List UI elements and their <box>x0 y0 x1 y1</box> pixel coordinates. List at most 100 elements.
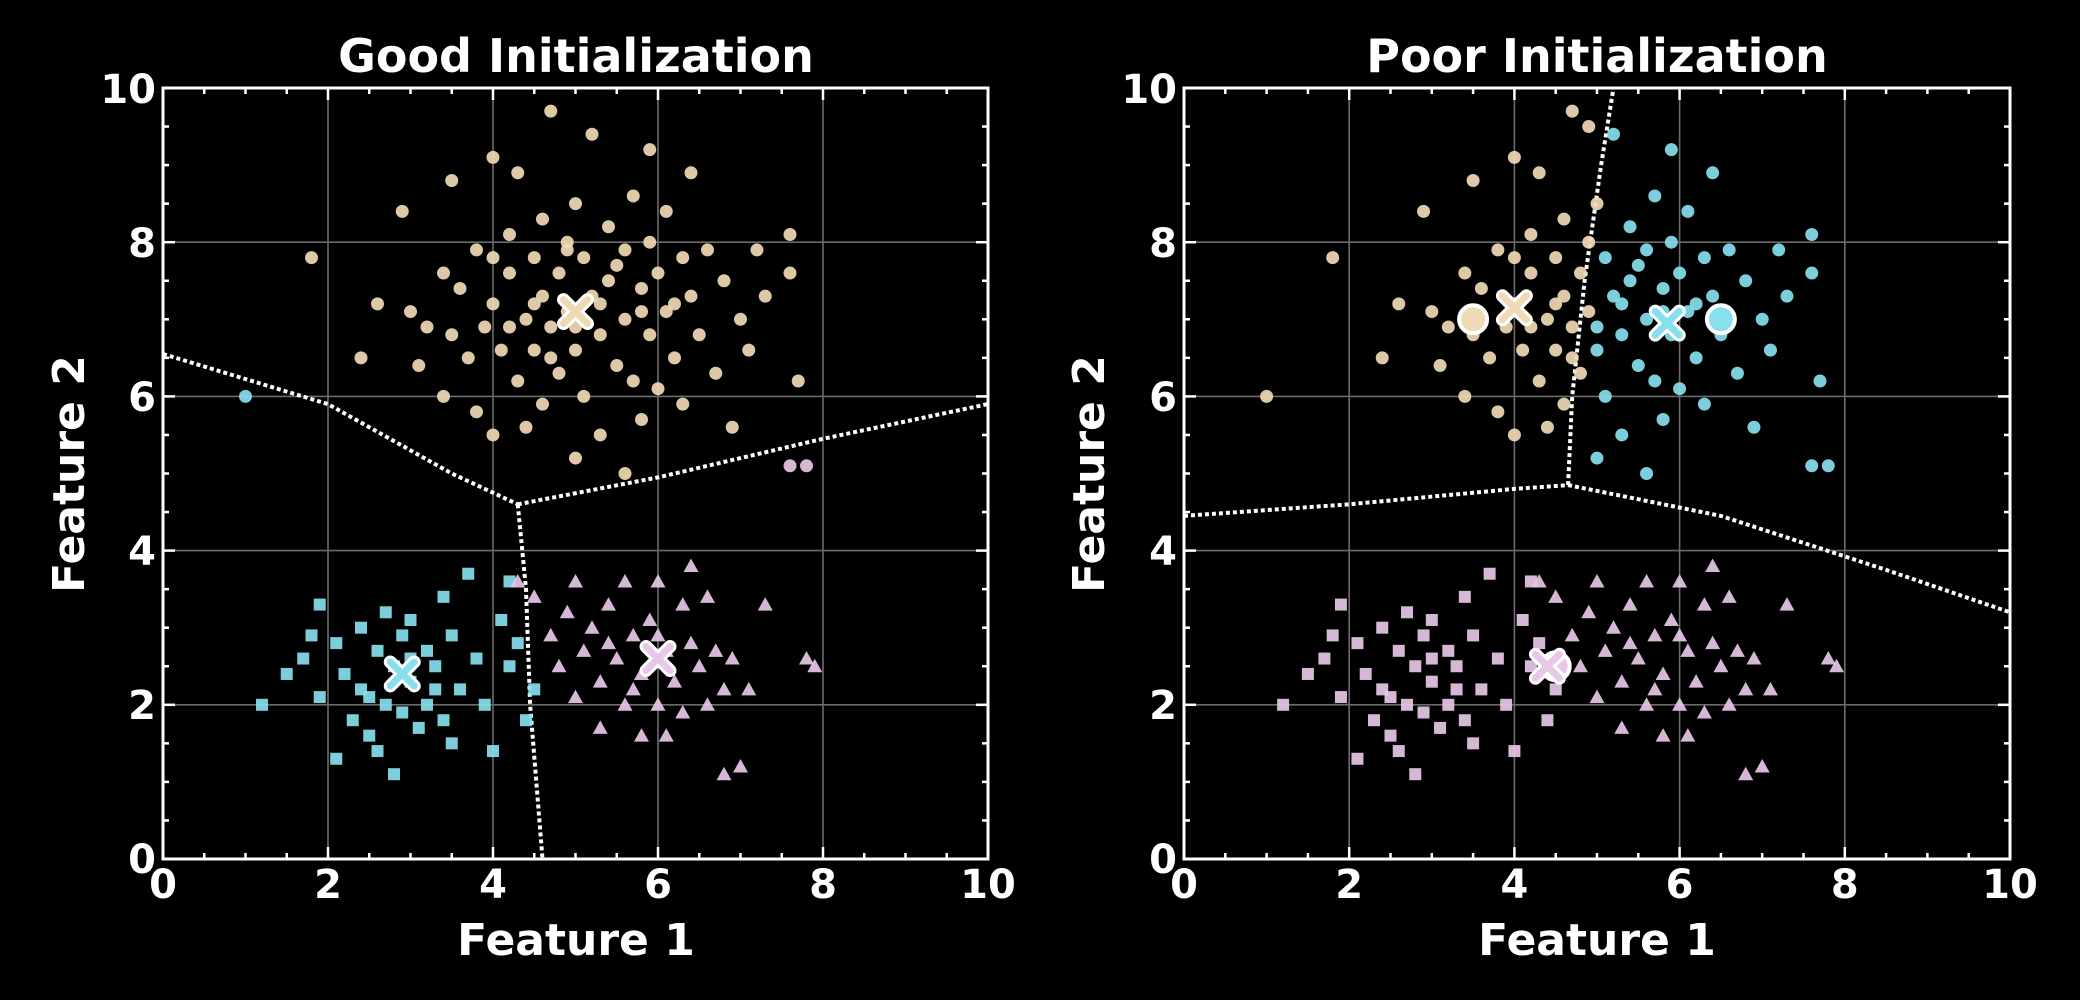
data-point-pink-triangle <box>1581 604 1597 619</box>
data-point-tan-circle <box>593 328 607 342</box>
x-tick-label: 6 <box>1666 862 1694 908</box>
data-point-tan-circle <box>486 251 500 265</box>
data-point-pink-triangle <box>741 681 757 696</box>
axis-ticks <box>1182 86 2012 861</box>
data-point-pink-circle <box>800 459 813 473</box>
data-point-pink-triangle <box>708 643 724 657</box>
data-point-tan-circle <box>486 297 500 311</box>
data-point-tan-circle <box>1557 289 1571 303</box>
data-point-pink-triangle <box>799 651 814 665</box>
data-point-tan-circle <box>1483 351 1497 365</box>
data-point-pink-square <box>1401 698 1414 711</box>
data-point-cyan-circle <box>1706 289 1720 303</box>
data-point-pink-triangle <box>757 597 773 611</box>
data-point-tan-circle <box>1507 428 1521 442</box>
data-point-pink-square <box>1401 606 1414 619</box>
data-point-tan-circle <box>1491 243 1505 257</box>
data-point-pink-triangle <box>601 635 616 650</box>
final-centroid-cross <box>1531 650 1563 682</box>
data-point-pink-triangle <box>1746 651 1762 665</box>
data-point-pink-triangle <box>1614 674 1630 688</box>
data-point-cyan-square <box>313 691 326 704</box>
data-point-pink-square <box>1351 637 1364 650</box>
data-point-cyan-square <box>388 768 400 781</box>
data-point-tan-circle <box>569 197 582 211</box>
decision-boundary-vertical <box>515 504 545 860</box>
data-point-cyan-square <box>412 721 425 734</box>
final-centroid-cross <box>386 658 418 690</box>
data-point-tan-circle <box>536 289 549 303</box>
data-point-tan-circle <box>1417 204 1431 218</box>
data-point-pink-square <box>1417 629 1430 642</box>
data-point-cyan-circle <box>1656 281 1670 295</box>
data-point-pink-triangle <box>1622 635 1638 650</box>
data-point-tan-circle <box>1582 235 1596 249</box>
data-point-tan-circle <box>635 281 648 295</box>
data-point-pink-square <box>1458 714 1471 727</box>
data-point-pink-triangle <box>1622 597 1638 611</box>
data-point-tan-circle <box>1507 150 1521 164</box>
data-point-pink-triangle <box>617 697 633 711</box>
decision-boundary-lower-right <box>1567 483 2011 615</box>
data-point-pink-square <box>1434 721 1447 734</box>
y-tick-labels: 0 2 4 6 8 10 <box>1121 67 1177 883</box>
data-point-pink-square <box>1425 652 1438 665</box>
data-point-tan-circle <box>1565 351 1579 365</box>
data-point-tan-circle <box>1582 120 1596 134</box>
y-tick-label: 0 <box>1149 837 1177 883</box>
data-point-cyan-square <box>256 698 268 711</box>
data-point-pink-square <box>1458 590 1471 603</box>
data-point-cyan-circle <box>1755 312 1769 326</box>
data-point-cyan-circle <box>1631 258 1645 272</box>
data-point-cyan-circle <box>1730 366 1744 380</box>
data-point-cyan-square <box>396 706 409 719</box>
y-tick-label: 8 <box>128 221 156 267</box>
data-point-tan-circle <box>560 243 574 257</box>
final-centroid-cross <box>642 643 674 675</box>
data-point-tan-circle <box>453 281 467 295</box>
data-point-tan-circle <box>750 243 764 257</box>
data-point-pink-triangle <box>592 720 608 734</box>
initial-centroid-tan <box>1457 303 1490 336</box>
data-point-tan-circle <box>791 374 805 388</box>
data-point-tan-circle <box>552 266 566 280</box>
data-point-pink-triangle <box>1606 620 1622 634</box>
data-point-tan-circle <box>602 274 615 288</box>
data-point-tan-circle <box>445 328 459 342</box>
data-point-cyan-square <box>363 691 376 704</box>
data-point-pink-square <box>1392 644 1405 657</box>
data-point-tan-circle <box>404 305 417 319</box>
data-point-cyan-circle <box>1763 343 1777 357</box>
x-tick-label: 4 <box>1500 862 1528 908</box>
data-point-cyan-square <box>437 714 450 727</box>
final-centroid-cyan <box>383 655 421 693</box>
data-point-cyan-circle <box>1623 274 1637 288</box>
data-point-pink-triangle <box>634 728 649 742</box>
data-point-cyan-circle <box>1615 328 1629 342</box>
data-point-pink-square <box>1384 729 1397 742</box>
data-point-pink-triangle <box>1779 597 1795 611</box>
data-point-tan-circle <box>725 420 739 434</box>
data-point-cyan-square <box>445 737 458 750</box>
panel-title: Poor Initialization <box>1366 29 1828 83</box>
data-point-tan-circle <box>1540 420 1554 434</box>
data-point-tan-circle <box>544 320 558 334</box>
data-point-tan-circle <box>651 382 665 396</box>
data-point-cyan-circle <box>1623 220 1637 234</box>
data-point-cyan-square <box>330 637 343 650</box>
data-point-cyan-circle <box>1697 251 1711 265</box>
data-point-pink-triangle <box>650 573 666 588</box>
x-tick-label: 0 <box>149 862 177 908</box>
data-point-tan-circle <box>1532 374 1546 388</box>
data-point-pink-square <box>1508 745 1521 758</box>
data-point-pink-triangle <box>1696 597 1712 611</box>
data-point-tan-circle <box>305 251 318 265</box>
data-point-cyan-circle <box>1673 382 1687 396</box>
data-point-tan-circle <box>395 204 409 218</box>
y-tick-label: 6 <box>128 375 156 421</box>
data-point-cyan-square <box>429 683 442 696</box>
data-point-cyan-square <box>520 714 532 727</box>
data-point-pink-square <box>1409 660 1422 673</box>
